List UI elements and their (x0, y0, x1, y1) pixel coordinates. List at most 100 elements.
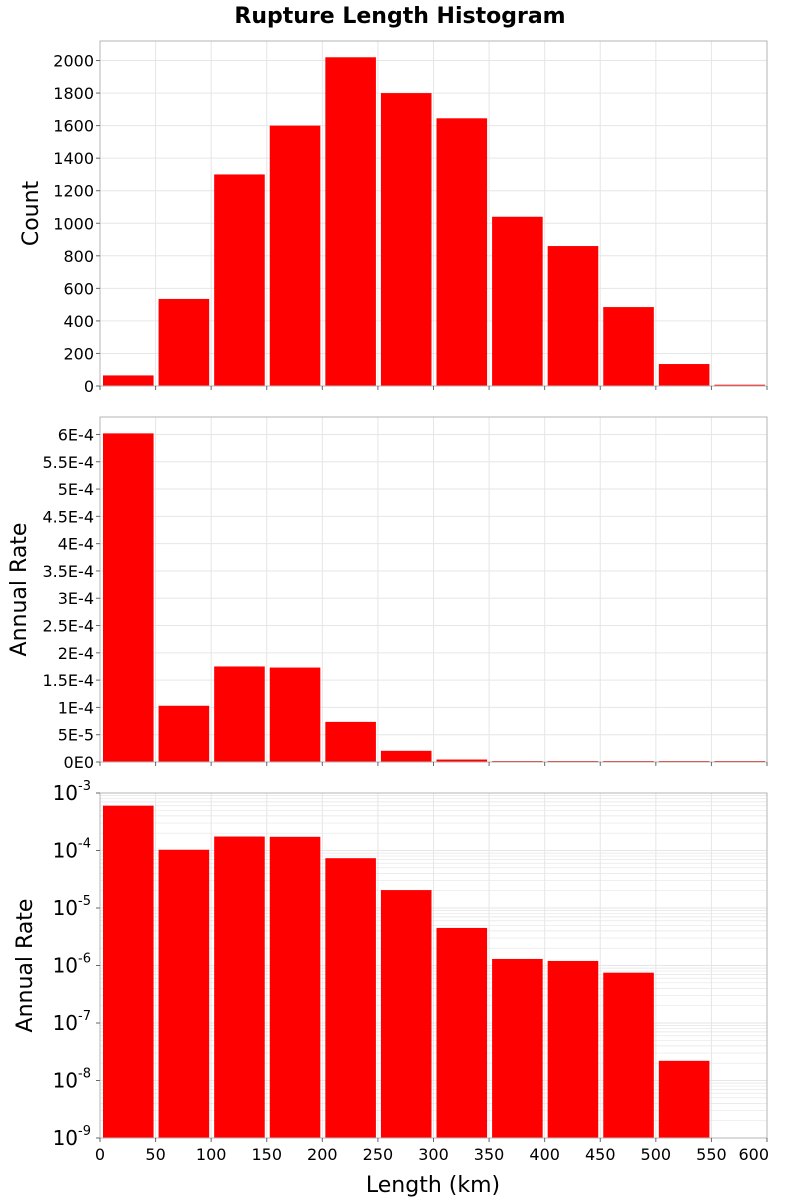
bar (214, 174, 265, 386)
bars (103, 433, 765, 762)
bar (380, 93, 432, 386)
y-tick-label: 1200 (53, 182, 94, 201)
x-tick-label: 100 (196, 1145, 227, 1164)
bar (325, 721, 376, 762)
y-tick-base: 10 (53, 781, 78, 805)
bar (158, 849, 210, 1138)
y-tick-exponent: -6 (78, 952, 91, 967)
y-tick-label: 1E-4 (58, 698, 94, 717)
bar (325, 57, 376, 386)
chart-panel-1: 0 200 400 600 800 1000 1200 1400 1600 1800 2000 Cou… (19, 40, 768, 396)
bar (658, 364, 710, 386)
x-tick-label: 400 (529, 1145, 560, 1164)
bar (214, 666, 265, 762)
bar (603, 307, 654, 386)
y-tick-label: 800 (63, 247, 94, 266)
bar (103, 433, 154, 762)
y-tick-label: 1400 (53, 149, 94, 168)
bar (269, 836, 321, 1138)
bar (158, 298, 210, 386)
x-axis-label: Length (km) (366, 1173, 500, 1198)
y-tick-base: 10 (53, 1011, 78, 1035)
y-tick-base: 10 (53, 896, 78, 920)
y-tick-exponent: -3 (78, 779, 91, 794)
x-tick-label: 450 (585, 1145, 616, 1164)
y-tick-exponent: -5 (78, 894, 91, 909)
bar (714, 384, 765, 386)
y-tick-label: 5E-5 (58, 726, 94, 745)
y-tick-label: 400 (63, 312, 94, 331)
chart-panels: 0 200 400 600 800 1000 1200 1400 1600 1800 2000 Cou… (7, 40, 768, 1150)
bar (603, 972, 654, 1138)
y-tick-label: 5E-4 (58, 480, 94, 499)
x-tick-label: 150 (251, 1145, 282, 1164)
y-tick-label: 3E-4 (58, 589, 94, 608)
bar (269, 667, 321, 762)
bar (492, 958, 543, 1138)
x-tick-label: 50 (145, 1145, 165, 1164)
y-axis-label: Annual Rate (7, 523, 32, 657)
bar (547, 960, 599, 1138)
y-tick-labels: 0 200 400 600 800 1000 1200 1400 1600 1800 2000 (53, 52, 100, 396)
y-tick-label: 10-3 (53, 779, 91, 805)
x-tick-label: 250 (363, 1145, 394, 1164)
y-tick-label: 10-4 (53, 837, 91, 863)
y-tick-label: 1.5E-4 (42, 671, 94, 690)
y-tick-label: 5.5E-4 (42, 453, 94, 472)
y-tick-label: 1000 (53, 214, 94, 233)
bar (436, 927, 488, 1138)
chart-title: Rupture Length Histogram (234, 4, 565, 29)
y-tick-exponent: -8 (78, 1067, 91, 1082)
bar (325, 858, 376, 1138)
y-tick-label: 3.5E-4 (42, 562, 94, 581)
y-tick-label: 4E-4 (58, 535, 94, 554)
y-tick-label: 2.5E-4 (42, 617, 94, 636)
y-tick-label: 10-8 (53, 1067, 91, 1093)
y-tick-base: 10 (53, 1069, 78, 1093)
x-tick-label: 200 (307, 1145, 338, 1164)
bar (269, 125, 321, 386)
y-tick-label: 2E-4 (58, 644, 94, 663)
y-tick-label: 600 (63, 279, 94, 298)
bar (547, 246, 599, 386)
y-tick-labels: 10-910-810-710-610-510-410-3 (53, 779, 100, 1150)
bars (103, 57, 765, 386)
x-tick-label: 0 (95, 1145, 105, 1164)
x-tick-label: 500 (641, 1145, 672, 1164)
x-tick-label: 300 (418, 1145, 449, 1164)
bar (436, 759, 488, 762)
y-tick-labels: 0E0 5E-5 1E-4 1.5E-4 2E-4 2.5E-4 3E-4 3.5E-4 4E-… (42, 425, 100, 772)
bar (436, 118, 488, 386)
bar (103, 805, 154, 1138)
chart-panel-2: 0E0 5E-5 1E-4 1.5E-4 2E-4 2.5E-4 3E-4 3.5E-4 4E-… (7, 416, 768, 772)
y-tick-label: 4.5E-4 (42, 507, 94, 526)
y-tick-label: 6E-4 (58, 425, 94, 444)
y-tick-label: 10-7 (53, 1009, 91, 1035)
y-tick-label: 200 (63, 344, 94, 363)
bar (214, 836, 265, 1138)
bar (380, 890, 432, 1138)
y-tick-base: 10 (53, 954, 78, 978)
y-tick-exponent: -7 (78, 1009, 91, 1024)
y-tick-label: 1800 (53, 84, 94, 103)
bar (158, 705, 210, 762)
bar (380, 750, 432, 762)
y-tick-exponent: -4 (78, 837, 91, 852)
x-axis-tick-labels: 0 50 100 150 200 250 300 350 400 450 500 550 600 (95, 1145, 769, 1164)
y-tick-base: 10 (53, 839, 78, 863)
y-tick-base: 10 (53, 1126, 78, 1150)
y-tick-exponent: -9 (78, 1124, 91, 1139)
y-tick-label: 0E0 (64, 753, 94, 772)
y-tick-label: 10-5 (53, 894, 91, 920)
y-tick-label: 10-6 (53, 952, 91, 978)
y-tick-label: 10-9 (53, 1124, 91, 1150)
y-tick-label: 1600 (53, 117, 94, 136)
bars (103, 805, 710, 1138)
y-tick-label: 0 (84, 377, 94, 396)
bar (658, 1060, 710, 1138)
x-tick-label: 350 (474, 1145, 505, 1164)
y-tick-label: 2000 (53, 52, 94, 71)
y-axis-label: Annual Rate (13, 899, 38, 1033)
